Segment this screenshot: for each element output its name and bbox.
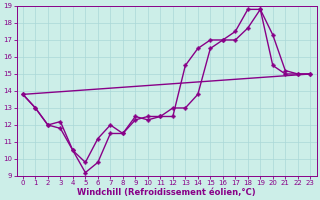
X-axis label: Windchill (Refroidissement éolien,°C): Windchill (Refroidissement éolien,°C) xyxy=(77,188,256,197)
